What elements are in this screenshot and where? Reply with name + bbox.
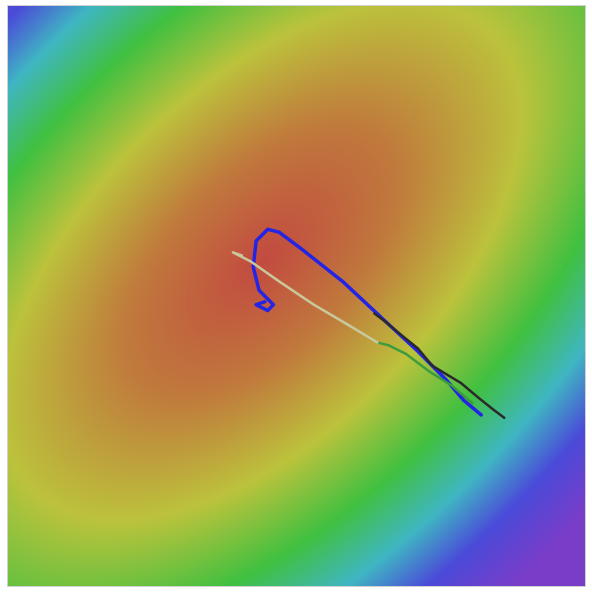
series-0-point-12 [272, 303, 275, 306]
series-3-point-2 [312, 303, 316, 306]
series-2-point-9 [373, 312, 376, 315]
contour-plot [8, 6, 585, 586]
series-1-point-2 [428, 370, 431, 373]
series-1-point-1 [451, 384, 454, 388]
series-2-point-3 [459, 381, 463, 385]
series-2-point-0 [502, 416, 506, 419]
series-0-point-7 [277, 231, 281, 234]
series-0-point-5 [341, 280, 344, 283]
series-1-point-4 [387, 344, 390, 347]
series-3-point-1 [347, 323, 350, 327]
series-3-point-0 [376, 341, 379, 344]
series-2-point-7 [402, 335, 405, 338]
plot-area [7, 5, 586, 587]
series-0-point-14 [254, 303, 258, 306]
series-0-point-10 [252, 265, 255, 269]
trajectories [231, 227, 506, 420]
series-1-point-0 [471, 402, 474, 405]
series-3-point-3 [277, 280, 281, 283]
series-2-point-5 [430, 364, 434, 367]
series-0-point-15 [263, 300, 267, 303]
series-2-point-6 [416, 347, 419, 350]
series-0-point-0 [479, 413, 483, 417]
series-0-point-9 [254, 239, 258, 243]
heatmap-fill [8, 6, 585, 586]
series-3-point-5 [231, 251, 235, 254]
series-0-point-13 [266, 309, 269, 312]
series-2-point-2 [477, 396, 480, 399]
series-2-point-4 [445, 373, 448, 376]
series-2-point-1 [491, 407, 494, 411]
series-2-point-8 [384, 320, 388, 324]
series-line-1 [376, 341, 474, 405]
series-3-point-6 [240, 254, 243, 257]
series-line-2 [373, 312, 506, 420]
series-0-point-1 [462, 399, 466, 402]
heatmap-background [8, 6, 585, 586]
series-0-point-6 [301, 248, 304, 251]
series-3-point-4 [249, 260, 252, 263]
series-0-point-8 [266, 228, 269, 231]
series-0-point-11 [257, 289, 261, 292]
series-1-point-3 [404, 352, 408, 356]
